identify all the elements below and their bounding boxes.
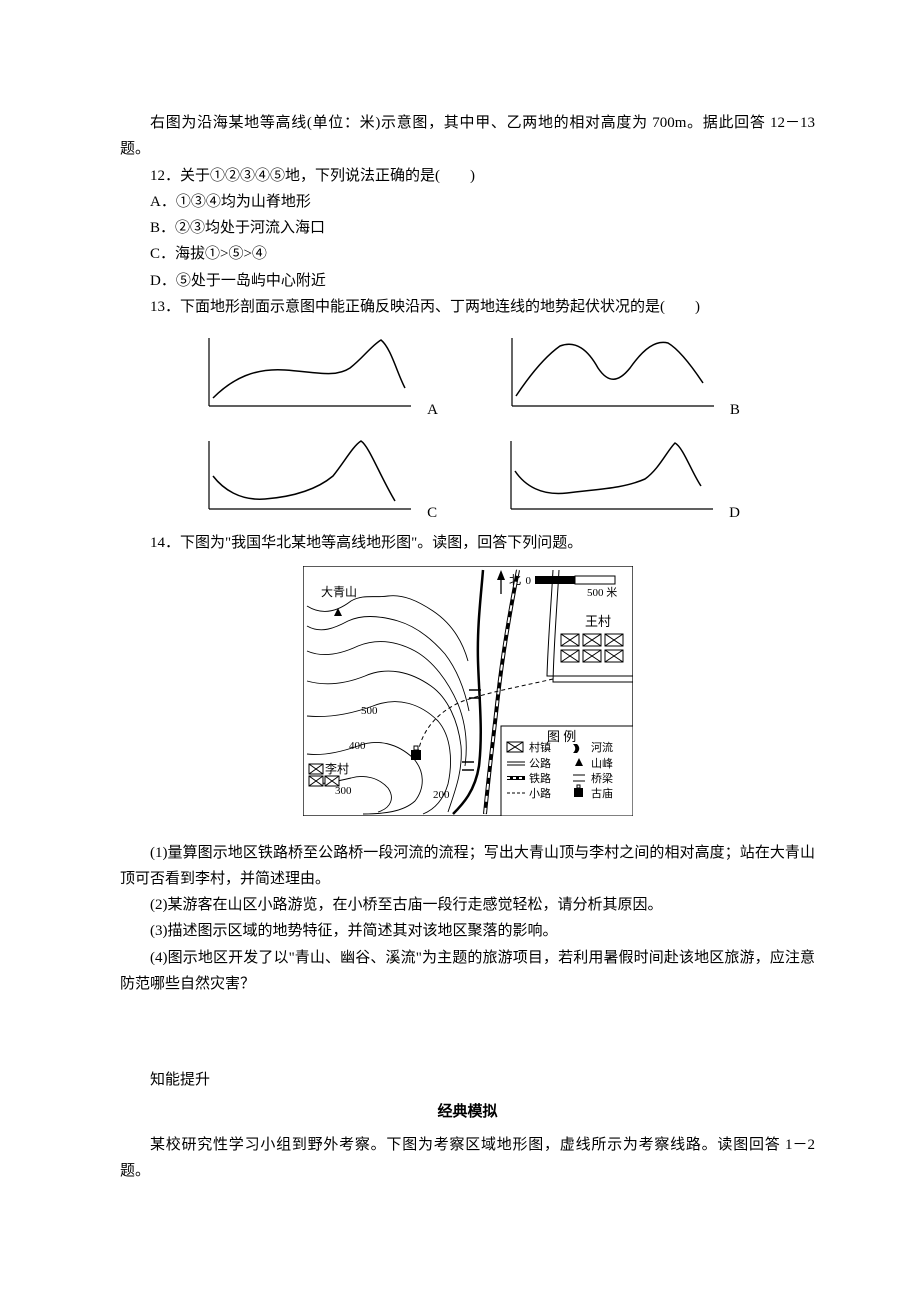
svg-text:李村: 李村 [325,761,349,776]
svg-text:桥梁: 桥梁 [591,771,613,785]
profile-a-svg [195,328,425,423]
profile-a: A [195,328,438,423]
q14-sub1: (1)量算图示地区铁路桥至公路桥一段河流的流程；写出大青山顶与李村之间的相对高度… [120,840,815,893]
profile-b-label: B [730,397,740,423]
profile-c-svg [195,431,425,526]
section-lift: 知能提升 [120,1067,815,1093]
profile-d-label: D [729,500,740,526]
svg-text:村镇: 村镇 [529,740,551,754]
svg-text:500 米: 500 米 [587,586,617,599]
svg-text:公路: 公路 [529,757,551,770]
blank-space [120,997,815,1067]
map-svg: 北 0 500 米 王村 [303,566,633,816]
q12-option-a: A．①③④均为山脊地形 [120,189,815,215]
svg-text:古庙: 古庙 [591,786,613,800]
q14-sub2: (2)某游客在山区小路游览，在小桥至古庙一段行走感觉轻松，请分析其原因。 [120,892,815,918]
svg-text:河流: 河流 [591,740,613,754]
contour-500: 500 [361,705,378,717]
heading-classic: 经典模拟 [120,1099,815,1125]
profile-c-label: C [427,500,437,526]
q14-stem: 14．下图为"我国华北某地等高线地形图"。读图，回答下列问题。 [120,530,815,556]
svg-text:大青山: 大青山 [321,585,357,599]
profile-d-svg [497,431,727,526]
contour-300: 300 [335,785,352,797]
q12-option-d: D．⑤处于一岛屿中心附近 [120,268,815,294]
profile-a-label: A [427,397,438,423]
svg-text:图 例: 图 例 [547,729,576,744]
profiles-row-1: A B [120,328,815,423]
profile-d: D [497,431,740,526]
contour-200: 200 [433,789,450,801]
q14-sub4: (4)图示地区开发了以"青山、幽谷、溪流"为主题的旅游项目，若利用暑假时间赴该地… [120,945,815,998]
contour-400: 400 [349,740,366,752]
svg-text:铁路: 铁路 [529,772,551,785]
legend-box: 图 例 村镇 公路 铁路 小路 河流 山峰 桥梁 古庙 [501,726,633,816]
q12-option-c: C．海拔①>⑤>④ [120,241,815,267]
svg-text:王村: 王村 [585,614,611,629]
q13-stem: 13．下面地形剖面示意图中能正确反映沿丙、丁两地连线的地势起伏状况的是( ) [120,294,815,320]
svg-text:小路: 小路 [529,787,551,800]
svg-text:0: 0 [525,575,531,587]
profile-b-svg [498,328,728,423]
profile-b: B [498,328,740,423]
q14-sub3: (3)描述图示区域的地势特征，并简述其对该地区聚落的影响。 [120,918,815,944]
profile-c: C [195,431,437,526]
context-q1-2: 某校研究性学习小组到野外考察。下图为考察区域地形图，虚线所示为考察线路。读图回答… [120,1132,815,1185]
map-figure: 北 0 500 米 王村 [120,566,815,825]
q12-stem: 12．关于①②③④⑤地，下列说法正确的是( ) [120,163,815,189]
profiles-row-2: C D [120,431,815,526]
svg-text:山峰: 山峰 [591,757,613,770]
q12-option-b: B．②③均处于河流入海口 [120,215,815,241]
context-q12-13: 右图为沿海某地等高线(单位：米)示意图，其中甲、乙两地的相对高度为 700m。据… [120,110,815,163]
